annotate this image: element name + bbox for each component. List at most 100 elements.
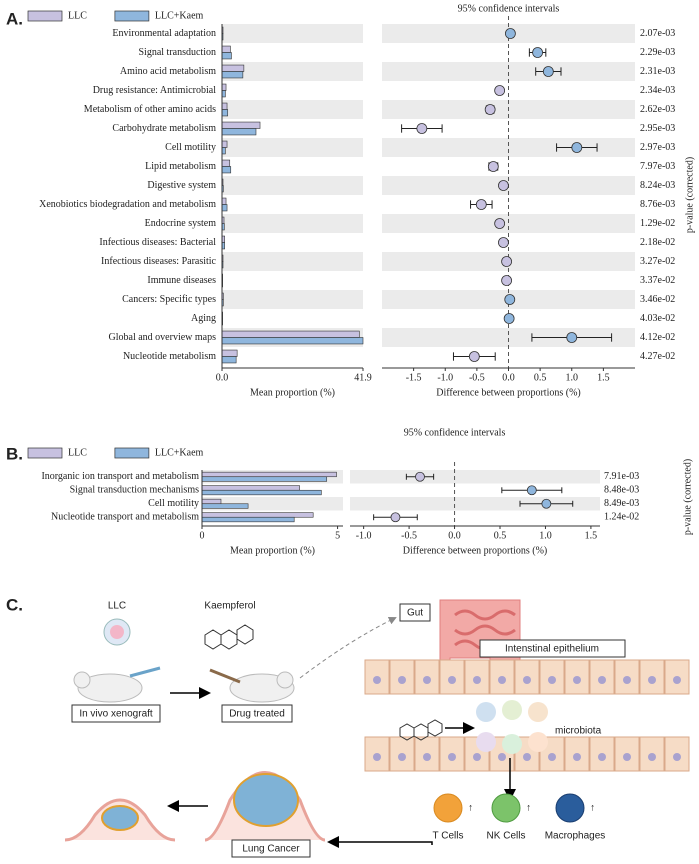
x-axis-label: Difference between proportions (%) xyxy=(403,545,547,556)
nucleus xyxy=(498,753,506,761)
x-tick-label: 0.0 xyxy=(216,372,229,383)
category-label: Metabolism of other amino acids xyxy=(84,104,216,115)
box xyxy=(479,639,626,658)
p-value: 7.91e-03 xyxy=(604,471,639,482)
point xyxy=(468,351,480,362)
molecule xyxy=(204,624,254,650)
x-tick-label: 0.5 xyxy=(534,372,547,383)
legend-swatch xyxy=(27,447,63,459)
tumor xyxy=(233,773,299,827)
microbe xyxy=(476,732,496,752)
point xyxy=(504,294,516,305)
nucleus xyxy=(523,676,531,684)
bar xyxy=(221,45,231,53)
legend-label: LLC xyxy=(68,10,87,21)
p-value: 1.24e-02 xyxy=(604,512,639,523)
x-axis-label: Mean proportion (%) xyxy=(250,387,335,398)
p-value-axis-label: p-value (corrected) xyxy=(684,157,695,233)
nucleus xyxy=(398,676,406,684)
x-tick-label: 0 xyxy=(200,530,205,541)
bar xyxy=(221,52,232,60)
category-label: Cell motility xyxy=(148,498,199,509)
x-tick-label: -1.5 xyxy=(406,372,422,383)
bar xyxy=(221,159,231,167)
point xyxy=(541,498,552,509)
row-band xyxy=(222,100,363,119)
x-tick-label: 1.0 xyxy=(566,372,579,383)
macrophage xyxy=(555,793,585,823)
t-cell xyxy=(433,793,463,823)
tumor xyxy=(101,805,139,831)
category-label: Infectious diseases: Parasitic xyxy=(101,256,217,267)
point xyxy=(571,142,583,153)
bar xyxy=(221,128,257,136)
x-tick-label: 1.0 xyxy=(539,530,552,541)
bar xyxy=(201,512,314,518)
p-value: 1.29e-02 xyxy=(640,218,675,229)
nucleus xyxy=(598,676,606,684)
dashed-arrow xyxy=(299,617,397,679)
category-label: Nucleotide transport and metabolism xyxy=(51,512,199,523)
box xyxy=(71,704,161,723)
point xyxy=(416,123,428,134)
nucleus xyxy=(623,753,631,761)
bar xyxy=(221,140,228,148)
legend-label: LLC+Kaem xyxy=(155,10,204,21)
row-band xyxy=(222,176,363,195)
diagram-label: LLC xyxy=(108,601,126,612)
chart-title: 95% confidence intervals xyxy=(404,427,506,438)
up-arrow: ↑ xyxy=(590,803,595,814)
epithelial-cell xyxy=(664,736,690,772)
bar xyxy=(221,121,261,129)
category-label: Aging xyxy=(191,313,216,324)
diagram-label: Lung Cancer xyxy=(242,844,300,855)
p-value: 2.95e-03 xyxy=(640,123,675,134)
bar xyxy=(221,147,226,155)
point xyxy=(566,332,578,343)
panel-label: B. xyxy=(6,444,23,463)
p-value: 8.76e-03 xyxy=(640,199,675,210)
bar xyxy=(221,83,227,91)
row-band xyxy=(382,214,635,233)
category-label: Xenobiotics biodegradation and metabolis… xyxy=(39,199,216,210)
nucleus xyxy=(623,676,631,684)
row-band xyxy=(222,24,363,43)
x-tick-label: 1.5 xyxy=(585,530,598,541)
category-label: Digestive system xyxy=(147,180,216,191)
category-label: Lipid metabolism xyxy=(145,161,216,172)
row-band xyxy=(382,138,635,157)
nk-cell xyxy=(491,793,521,823)
point xyxy=(504,28,516,39)
category-label: Endocrine system xyxy=(145,218,217,229)
category-label: Inorganic ion transport and metabolism xyxy=(41,471,199,482)
diagram-label: Intenstinal epithelium xyxy=(505,644,599,655)
p-value: 4.03e-02 xyxy=(640,313,675,324)
p-value: 2.62e-03 xyxy=(640,104,675,115)
x-tick-label: 1.5 xyxy=(597,372,610,383)
bar xyxy=(221,204,228,212)
syringe xyxy=(129,666,161,678)
p-value: 4.12e-02 xyxy=(640,332,675,343)
category-label: Cell motility xyxy=(165,142,216,153)
microbe xyxy=(502,734,522,754)
x-axis-label: Difference between proportions (%) xyxy=(436,387,580,398)
point xyxy=(532,47,543,58)
row-band xyxy=(222,214,363,233)
point xyxy=(415,471,425,482)
cells xyxy=(110,625,124,639)
row-band xyxy=(350,497,600,511)
p-value: 2.31e-03 xyxy=(640,66,675,77)
gavage xyxy=(209,668,241,684)
category-label: Signal transduction xyxy=(139,47,217,58)
nucleus xyxy=(448,753,456,761)
point xyxy=(487,161,499,172)
nucleus xyxy=(473,753,481,761)
x-tick-label: -1.0 xyxy=(356,530,372,541)
epithelial-cell xyxy=(414,659,440,695)
nucleus xyxy=(598,753,606,761)
bar xyxy=(221,330,360,338)
x-tick-label: -0.5 xyxy=(401,530,417,541)
x-tick-label: -1.0 xyxy=(437,372,453,383)
nucleus xyxy=(673,676,681,684)
